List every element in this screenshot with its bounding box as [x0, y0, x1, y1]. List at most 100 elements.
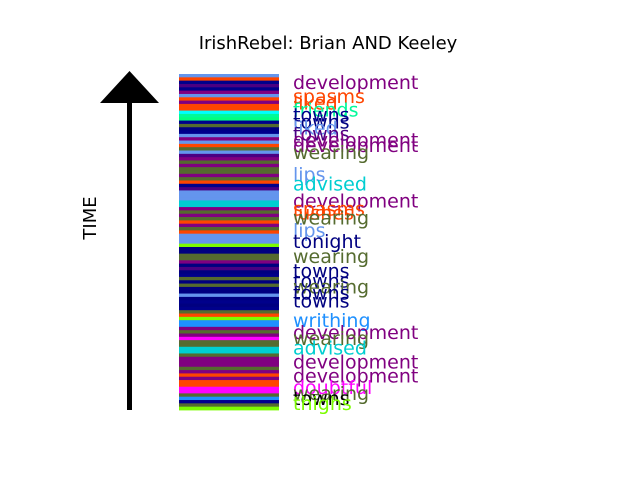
- timeline-stripe: [179, 407, 279, 411]
- timeline-label: wearing: [293, 142, 369, 164]
- y-axis-label: TIME: [80, 196, 101, 240]
- timeline-stripe: [179, 360, 279, 364]
- timeline-stripe: [179, 290, 279, 294]
- timeline-stripe: [179, 174, 279, 178]
- timeline-stripe: [179, 340, 279, 344]
- timeline-stripe: [179, 307, 279, 311]
- timeline-stripe: [179, 134, 279, 138]
- timeline-stripe: [179, 390, 279, 394]
- timeline-stripe: [179, 240, 279, 244]
- timeline-stripe: [179, 343, 279, 347]
- time-arrow-icon: [100, 71, 159, 410]
- timeline-stripe: [179, 260, 279, 264]
- timeline-stripe: [179, 397, 279, 401]
- timeline-stripe: [179, 284, 279, 288]
- timeline-stripe: [179, 227, 279, 231]
- timeline-stripe: [179, 197, 279, 201]
- timeline-stripe: [179, 400, 279, 404]
- timeline-stripe: [179, 234, 279, 238]
- timeline-stripe: [179, 387, 279, 391]
- timeline-stripe: [179, 220, 279, 224]
- timeline-stripe: [179, 324, 279, 328]
- timeline-stripe: [179, 91, 279, 95]
- timeline-stripe: [179, 367, 279, 371]
- timeline-stripe: [179, 403, 279, 407]
- timeline-stripe: [179, 180, 279, 184]
- timeline-stripes: [179, 74, 279, 410]
- timeline-stripe: [179, 141, 279, 145]
- timeline-stripe: [179, 337, 279, 341]
- timeline-stripe: [179, 277, 279, 281]
- timeline-stripe: [179, 287, 279, 291]
- timeline-stripe: [179, 314, 279, 318]
- timeline-stripe: [179, 94, 279, 98]
- timeline-stripe: [179, 357, 279, 361]
- timeline-stripe: [179, 214, 279, 218]
- timeline-stripe: [179, 151, 279, 155]
- timeline-stripe: [179, 377, 279, 381]
- timeline-stripe: [179, 264, 279, 268]
- chart-title: IrishRebel: Brian AND Keeley: [199, 33, 458, 54]
- timeline-stripe: [179, 200, 279, 204]
- timeline-stripe: [179, 257, 279, 261]
- timeline-stripe: [179, 333, 279, 337]
- timeline-stripe: [179, 350, 279, 354]
- timeline-labels: developmentspasmslikedfriendstownstownsl…: [293, 72, 418, 415]
- timeline-stripe: [179, 270, 279, 274]
- timeline-stripe: [179, 330, 279, 334]
- timeline-stripe: [179, 304, 279, 308]
- timeline-stripe: [179, 184, 279, 188]
- timeline-stripe: [179, 317, 279, 321]
- timeline-stripe: [179, 194, 279, 198]
- timeline-stripe: [179, 167, 279, 171]
- timeline-stripe: [179, 217, 279, 221]
- timeline-stripe: [179, 137, 279, 141]
- timeline-stripe: [179, 310, 279, 314]
- timeline-stripe: [179, 161, 279, 165]
- timeline-stripe: [179, 87, 279, 91]
- timeline-stripe: [179, 383, 279, 387]
- timeline-stripe: [179, 274, 279, 278]
- timeline-stripe: [179, 157, 279, 161]
- timeline-stripe: [179, 370, 279, 374]
- timeline-stripe: [179, 114, 279, 118]
- timeline-stripe: [179, 267, 279, 271]
- timeline-label: thighs: [293, 393, 352, 415]
- timeline-stripe: [179, 131, 279, 135]
- timeline-stripe: [179, 353, 279, 357]
- timeline-stripe: [179, 97, 279, 101]
- timeline-stripe: [179, 347, 279, 351]
- timeline-stripe: [179, 127, 279, 131]
- timeline-stripe: [179, 121, 279, 125]
- timeline-stripe: [179, 363, 279, 367]
- timeline-stripe: [179, 373, 279, 377]
- timeline-stripe: [179, 230, 279, 234]
- timeline-stripe: [179, 280, 279, 284]
- timeline-stripe: [179, 177, 279, 181]
- timeline-stripe: [179, 204, 279, 208]
- timeline-stripe: [179, 320, 279, 324]
- timeline-stripe: [179, 84, 279, 88]
- timeline-stripe: [179, 300, 279, 304]
- timeline-stripe: [179, 170, 279, 174]
- timeline-stripe: [179, 107, 279, 111]
- timeline-stripe: [179, 224, 279, 228]
- timeline-stripe: [179, 190, 279, 194]
- timeline-stripe: [179, 254, 279, 258]
- timeline-stripe: [179, 244, 279, 248]
- timeline-stripe: [179, 124, 279, 128]
- timeline-stripe: [179, 81, 279, 85]
- timeline-stripe: [179, 187, 279, 191]
- timeline-stripe: [179, 111, 279, 115]
- timeline-stripe: [179, 380, 279, 384]
- timeline-stripe: [179, 210, 279, 214]
- timeline-stripe: [179, 207, 279, 211]
- timeline-stripe: [179, 164, 279, 168]
- timeline-stripe: [179, 237, 279, 241]
- timeline-stripe: [179, 74, 279, 78]
- timeline-stripe: [179, 77, 279, 81]
- timeline-stripe: [179, 144, 279, 148]
- timeline-stripe: [179, 250, 279, 254]
